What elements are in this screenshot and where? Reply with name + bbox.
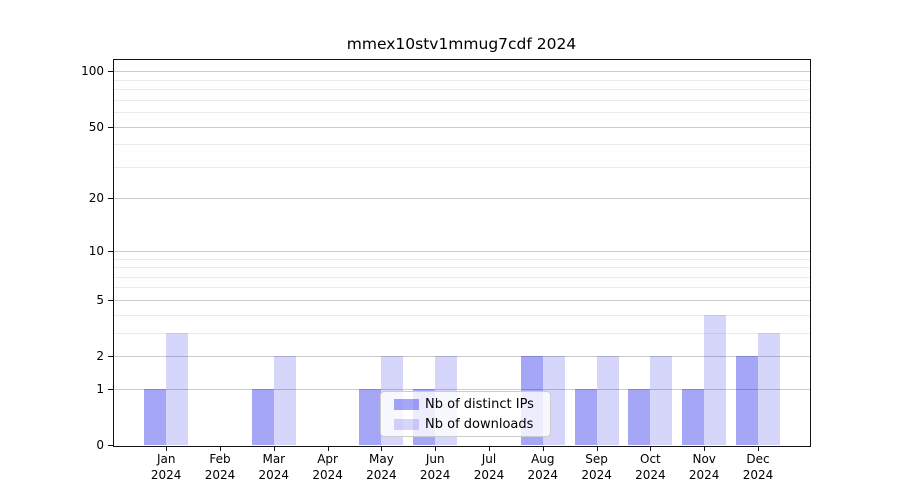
x-tick-mark (704, 446, 706, 451)
x-tick-label: Sep 2024 (581, 452, 612, 482)
gridline-minor (114, 144, 810, 146)
x-tick-label: Jun 2024 (419, 452, 451, 482)
y-tick-mark (108, 356, 113, 357)
y-tick-mark (108, 71, 113, 73)
gridline-minor (114, 314, 810, 316)
bar-downloads (166, 332, 189, 445)
gridline-major (114, 388, 810, 390)
gridline-major (114, 356, 810, 357)
bar-downloads (273, 356, 296, 445)
bar-distinct-ips (628, 388, 651, 445)
x-tick-label: Dec 2024 (742, 452, 774, 482)
y-tick-mark (108, 299, 113, 301)
x-tick-mark (381, 446, 383, 451)
x-tick-label: Apr 2024 (312, 452, 343, 482)
x-tick-mark (542, 446, 544, 451)
x-tick-mark (435, 446, 437, 451)
legend-label-distinct-ips: Nb of distinct IPs (425, 396, 534, 412)
bar-distinct-ips (144, 388, 167, 445)
legend-swatch-downloads (394, 418, 419, 430)
y-tick-mark (108, 388, 113, 390)
gridline-minor (114, 287, 810, 289)
x-tick-label: Jan 2024 (150, 452, 182, 482)
gridline-major (114, 71, 810, 73)
x-tick-label: Feb 2024 (204, 452, 236, 482)
bar-downloads (596, 356, 619, 445)
x-tick-label: May 2024 (366, 452, 397, 482)
x-tick-mark (489, 446, 490, 451)
gridline-major (114, 250, 810, 252)
y-tick-label: 1 (96, 381, 104, 396)
bar-distinct-ips (359, 388, 382, 445)
gridline-major (114, 299, 810, 301)
gridline-minor (114, 332, 810, 334)
gridline-minor (114, 258, 810, 260)
y-tick-label: 0 (96, 438, 104, 452)
gridline-major (114, 126, 810, 128)
bar-distinct-ips (574, 388, 597, 445)
gridline-major (114, 198, 810, 200)
legend-item-distinct-ips: Nb of distinct IPs (394, 394, 550, 414)
chart-title: mmex10stv1mmug7cdf 2024 (346, 35, 577, 53)
legend-swatch-distinct-ips (394, 398, 419, 410)
gridline-minor (114, 79, 810, 81)
legend-label-downloads: Nb of downloads (425, 416, 534, 432)
x-tick-label: Oct 2024 (635, 452, 666, 482)
bar-distinct-ips (736, 356, 758, 445)
y-tick-label: 20 (88, 191, 104, 206)
gridline-minor (114, 166, 810, 168)
x-tick-label: Nov 2024 (688, 452, 720, 482)
x-tick-mark (596, 446, 598, 451)
x-tick-label: Jul 2024 (473, 452, 505, 482)
x-tick-mark (327, 446, 329, 451)
y-tick-mark (108, 126, 113, 128)
y-tick-mark (108, 198, 113, 200)
bar-downloads (650, 356, 673, 445)
x-tick-label: Aug 2024 (527, 452, 559, 482)
gridline-minor (114, 89, 810, 90)
y-tick-label: 50 (88, 119, 104, 134)
x-tick-label: Mar 2024 (258, 452, 290, 482)
x-tick-mark (220, 446, 221, 451)
y-tick-mark (108, 250, 113, 252)
y-tick-mark (108, 445, 113, 446)
y-tick-label: 2 (96, 349, 104, 363)
gridline-minor (114, 112, 810, 113)
x-tick-mark (273, 446, 275, 451)
legend: Nb of distinct IPs Nb of downloads (380, 391, 551, 437)
bar-distinct-ips (682, 388, 705, 445)
y-tick-label: 100 (81, 64, 104, 79)
x-tick-mark (758, 446, 759, 451)
gridline-minor (114, 276, 810, 278)
gridline-minor (114, 267, 810, 268)
bar-downloads (704, 314, 727, 445)
legend-item-downloads: Nb of downloads (394, 414, 550, 434)
y-tick-label: 5 (96, 292, 104, 307)
bar-distinct-ips (251, 388, 274, 445)
bar-downloads (758, 332, 780, 445)
x-tick-mark (650, 446, 652, 451)
x-tick-mark (166, 446, 168, 451)
gridline-minor (114, 99, 810, 101)
y-tick-label: 10 (88, 243, 104, 258)
